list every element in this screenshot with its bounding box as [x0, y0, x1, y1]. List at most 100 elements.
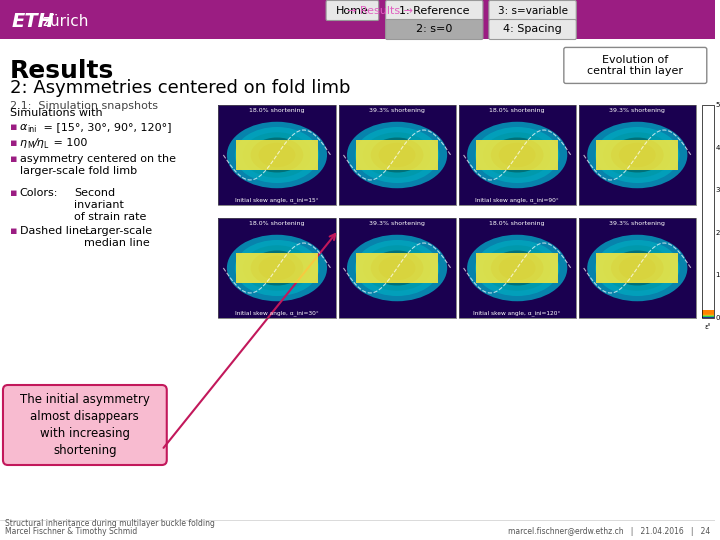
- Ellipse shape: [499, 256, 536, 280]
- Text: of strain rate: of strain rate: [74, 212, 147, 222]
- FancyBboxPatch shape: [218, 105, 336, 205]
- FancyBboxPatch shape: [338, 105, 456, 205]
- Bar: [702, 312, 714, 316]
- Text: 0: 0: [716, 315, 720, 321]
- Text: 2: 2: [716, 230, 720, 236]
- Ellipse shape: [467, 235, 567, 301]
- Bar: [702, 312, 714, 316]
- FancyBboxPatch shape: [236, 253, 318, 283]
- Bar: [702, 310, 714, 315]
- Text: Larger-scale: Larger-scale: [84, 226, 153, 236]
- Text: 39.3% shortening: 39.3% shortening: [369, 108, 425, 113]
- FancyBboxPatch shape: [218, 218, 336, 318]
- Text: Simulations with: Simulations with: [10, 108, 102, 118]
- Text: 1: 1: [716, 272, 720, 279]
- Text: α: α: [20, 122, 27, 132]
- Bar: [702, 310, 714, 314]
- Text: → Results →: → Results →: [347, 5, 413, 16]
- Ellipse shape: [251, 138, 303, 172]
- Text: Second: Second: [74, 188, 116, 198]
- Text: 4: Spacing: 4: Spacing: [503, 24, 562, 35]
- Ellipse shape: [235, 127, 319, 183]
- Bar: [702, 314, 714, 318]
- Text: = [15°, 30°, 90°, 120°]: = [15°, 30°, 90°, 120°]: [40, 122, 171, 132]
- FancyBboxPatch shape: [489, 1, 576, 21]
- Text: 18.0% shortening: 18.0% shortening: [249, 221, 305, 226]
- Text: 39.3% shortening: 39.3% shortening: [609, 108, 665, 113]
- FancyBboxPatch shape: [0, 0, 715, 39]
- Ellipse shape: [491, 138, 544, 172]
- Bar: [702, 312, 714, 316]
- Text: 2.1:  Simulation snapshots: 2.1: Simulation snapshots: [10, 102, 158, 111]
- Text: Home: Home: [336, 5, 369, 16]
- Text: Colors:: Colors:: [20, 188, 58, 198]
- Text: 2: s=0: 2: s=0: [416, 24, 452, 35]
- Ellipse shape: [379, 256, 415, 280]
- Bar: [702, 309, 714, 314]
- Bar: [702, 310, 714, 314]
- Text: The initial asymmetry
almost disappears
with increasing
shortening: The initial asymmetry almost disappears …: [20, 393, 150, 457]
- Ellipse shape: [603, 132, 672, 178]
- Bar: [702, 313, 714, 317]
- Text: Evolution of
central thin layer: Evolution of central thin layer: [588, 55, 683, 76]
- Bar: [702, 313, 714, 317]
- Bar: [702, 312, 714, 316]
- Bar: [702, 310, 714, 315]
- Ellipse shape: [363, 245, 431, 291]
- Text: ▪: ▪: [10, 226, 17, 236]
- Ellipse shape: [475, 127, 559, 183]
- Bar: [702, 310, 714, 314]
- Ellipse shape: [347, 235, 447, 301]
- FancyBboxPatch shape: [459, 105, 576, 205]
- Text: ini: ini: [27, 125, 36, 134]
- Text: ▪: ▪: [10, 138, 17, 148]
- Ellipse shape: [379, 143, 415, 167]
- Text: ETH: ETH: [12, 12, 55, 31]
- Text: η: η: [20, 138, 27, 148]
- Bar: [702, 310, 714, 315]
- Bar: [702, 312, 714, 316]
- Ellipse shape: [475, 240, 559, 296]
- Bar: [702, 310, 714, 314]
- Text: 5: 5: [716, 102, 720, 108]
- Text: 4: 4: [716, 145, 720, 151]
- Text: L: L: [44, 141, 48, 150]
- Bar: [702, 312, 714, 316]
- Bar: [702, 311, 714, 315]
- Text: zürich: zürich: [42, 14, 89, 29]
- Bar: [702, 314, 714, 318]
- Text: Initial skew angle, α_ini=15°: Initial skew angle, α_ini=15°: [235, 197, 319, 203]
- Ellipse shape: [595, 240, 680, 296]
- Text: larger-scale fold limb: larger-scale fold limb: [20, 166, 137, 176]
- Bar: [702, 313, 714, 318]
- Text: 39.3% shortening: 39.3% shortening: [369, 221, 425, 226]
- Bar: [702, 313, 714, 318]
- FancyBboxPatch shape: [564, 48, 707, 83]
- Text: Dashed line:: Dashed line:: [20, 226, 89, 236]
- Ellipse shape: [258, 143, 295, 167]
- Bar: [702, 310, 714, 314]
- Bar: [702, 312, 714, 316]
- FancyBboxPatch shape: [476, 253, 558, 283]
- Ellipse shape: [227, 235, 327, 301]
- Ellipse shape: [371, 138, 423, 172]
- FancyBboxPatch shape: [489, 19, 576, 39]
- Ellipse shape: [355, 127, 439, 183]
- FancyBboxPatch shape: [459, 218, 576, 318]
- Ellipse shape: [588, 235, 688, 301]
- Text: 39.3% shortening: 39.3% shortening: [609, 221, 665, 226]
- Bar: [702, 312, 714, 316]
- Ellipse shape: [371, 251, 423, 286]
- Ellipse shape: [243, 132, 311, 178]
- Ellipse shape: [595, 127, 680, 183]
- Bar: [702, 312, 714, 315]
- Bar: [702, 313, 714, 317]
- Ellipse shape: [619, 143, 656, 167]
- Ellipse shape: [603, 245, 672, 291]
- Bar: [702, 312, 714, 316]
- FancyBboxPatch shape: [338, 218, 456, 318]
- Bar: [702, 314, 714, 318]
- Bar: [702, 312, 714, 316]
- FancyBboxPatch shape: [476, 140, 558, 170]
- Bar: [702, 314, 714, 318]
